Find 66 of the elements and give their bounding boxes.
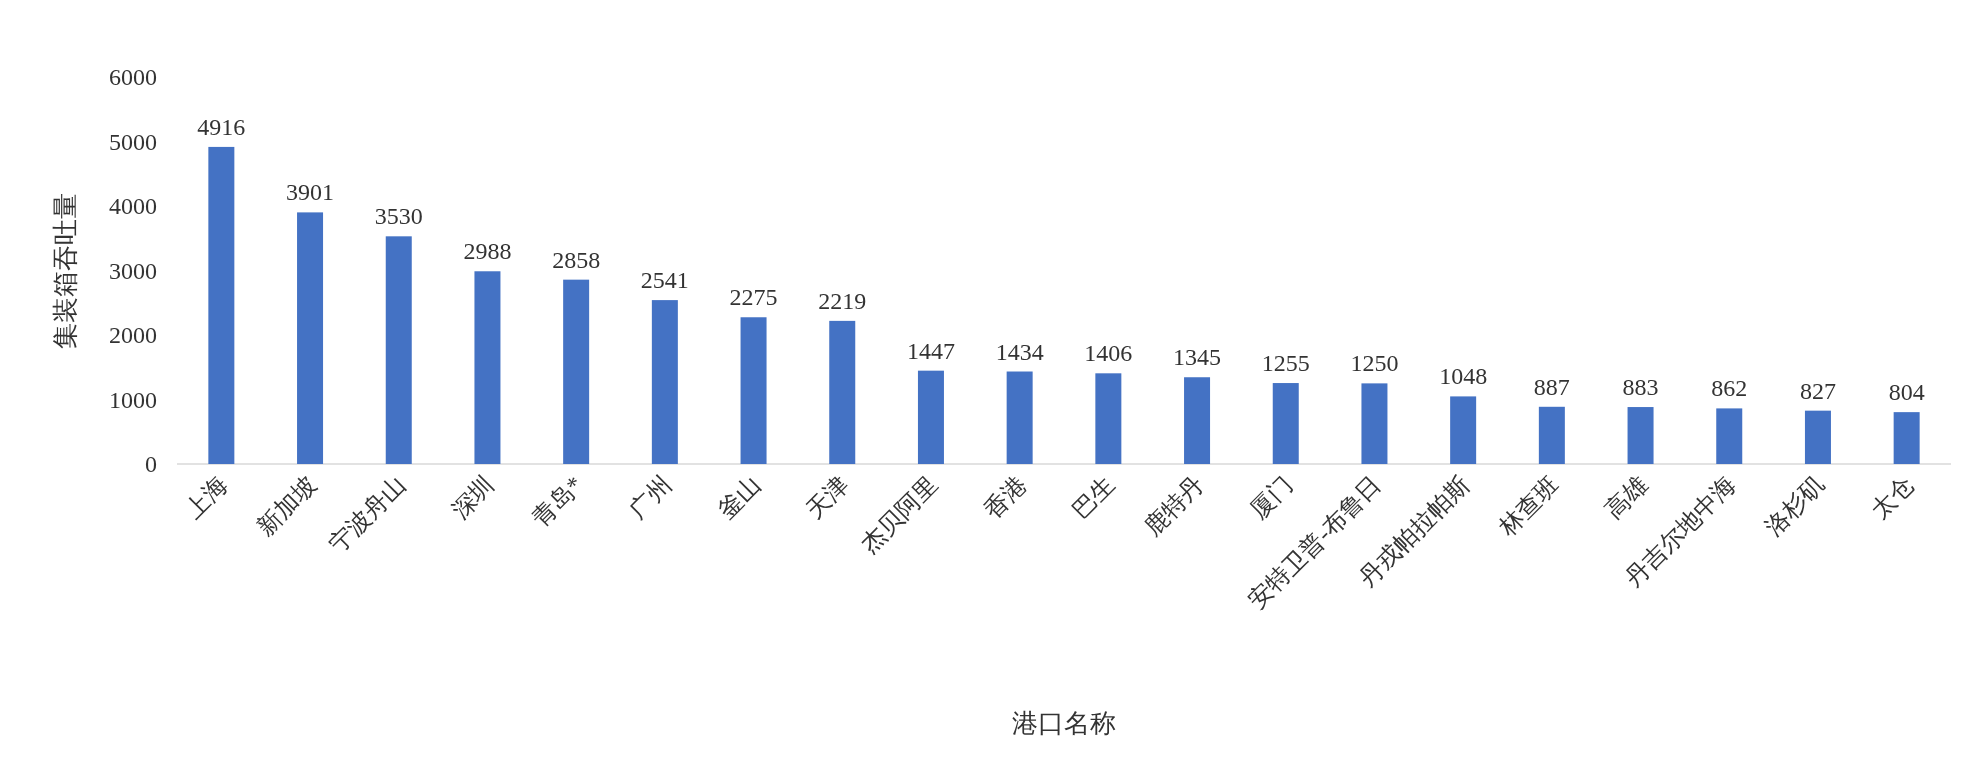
bar bbox=[917, 370, 944, 464]
data-label: 1250 bbox=[1350, 350, 1399, 377]
y-axis-title: 集装箱吞吐量 bbox=[51, 192, 80, 349]
bar bbox=[474, 271, 501, 464]
bar bbox=[1272, 383, 1299, 464]
data-label: 1255 bbox=[1261, 350, 1310, 377]
data-label: 862 bbox=[1711, 375, 1748, 402]
bar bbox=[1538, 406, 1565, 464]
y-tick-label: 6000 bbox=[109, 64, 157, 90]
bar bbox=[297, 212, 324, 464]
x-tick-label: 广州 bbox=[624, 471, 677, 524]
x-tick-label: 深圳 bbox=[446, 471, 499, 524]
bar bbox=[563, 279, 590, 464]
x-tick-label: 新加坡 bbox=[252, 471, 322, 541]
x-tick-label: 巴生 bbox=[1067, 471, 1120, 524]
data-label: 1406 bbox=[1084, 340, 1133, 367]
data-label: 887 bbox=[1533, 373, 1570, 400]
data-label: 2988 bbox=[463, 238, 512, 265]
data-label: 1447 bbox=[906, 337, 955, 364]
x-tick-label: 杰贝阿里 bbox=[856, 471, 943, 558]
bar bbox=[1804, 410, 1831, 464]
data-label: 3901 bbox=[286, 179, 335, 206]
data-label: 2858 bbox=[552, 246, 601, 273]
bar bbox=[1006, 371, 1033, 464]
data-label: 2541 bbox=[640, 267, 689, 294]
x-tick-label: 香港 bbox=[978, 471, 1032, 524]
x-tick-label: 釜山 bbox=[712, 471, 766, 524]
bar bbox=[1184, 377, 1211, 464]
x-tick-label: 洛杉矶 bbox=[1760, 471, 1830, 541]
bar bbox=[1361, 383, 1388, 464]
bar bbox=[1627, 407, 1654, 464]
data-label: 1434 bbox=[995, 338, 1044, 365]
bar bbox=[208, 146, 235, 464]
y-tick-label: 3000 bbox=[109, 257, 157, 284]
bar bbox=[385, 236, 412, 464]
y-tick-label: 2000 bbox=[109, 322, 157, 348]
x-tick-label: 上海 bbox=[180, 471, 233, 524]
data-label: 883 bbox=[1622, 374, 1659, 401]
y-tick-label: 1000 bbox=[109, 386, 157, 413]
data-label: 2219 bbox=[818, 287, 867, 314]
y-tick-label: 5000 bbox=[109, 128, 157, 155]
x-tick-label: 青岛* bbox=[526, 471, 588, 532]
y-tick-label: 4000 bbox=[109, 193, 157, 219]
data-label: 4916 bbox=[197, 113, 246, 140]
x-axis-title: 港口名称 bbox=[1012, 709, 1116, 738]
bar bbox=[829, 320, 856, 464]
x-tick-label: 鹿特丹 bbox=[1139, 471, 1209, 541]
bar bbox=[1716, 408, 1743, 464]
x-tick-label: 高雄 bbox=[1599, 471, 1653, 524]
data-label: 1345 bbox=[1173, 344, 1222, 371]
data-label: 2275 bbox=[729, 284, 778, 311]
x-tick-label: 林查班 bbox=[1493, 471, 1564, 542]
bar bbox=[740, 317, 767, 464]
x-tick-label: 天津 bbox=[801, 471, 854, 524]
bar bbox=[1893, 412, 1920, 464]
data-label: 1048 bbox=[1439, 363, 1488, 390]
bar bbox=[1450, 396, 1477, 464]
bar bbox=[1095, 373, 1122, 464]
y-tick-label: 0 bbox=[145, 451, 157, 477]
x-tick-label: 太仓 bbox=[1865, 471, 1919, 524]
data-label: 827 bbox=[1799, 377, 1836, 404]
data-label: 3530 bbox=[374, 203, 423, 230]
data-label: 804 bbox=[1888, 379, 1925, 406]
x-tick-label: 宁波舟山 bbox=[324, 471, 411, 558]
bar bbox=[651, 300, 678, 464]
x-tick-label: 厦门 bbox=[1244, 471, 1298, 524]
